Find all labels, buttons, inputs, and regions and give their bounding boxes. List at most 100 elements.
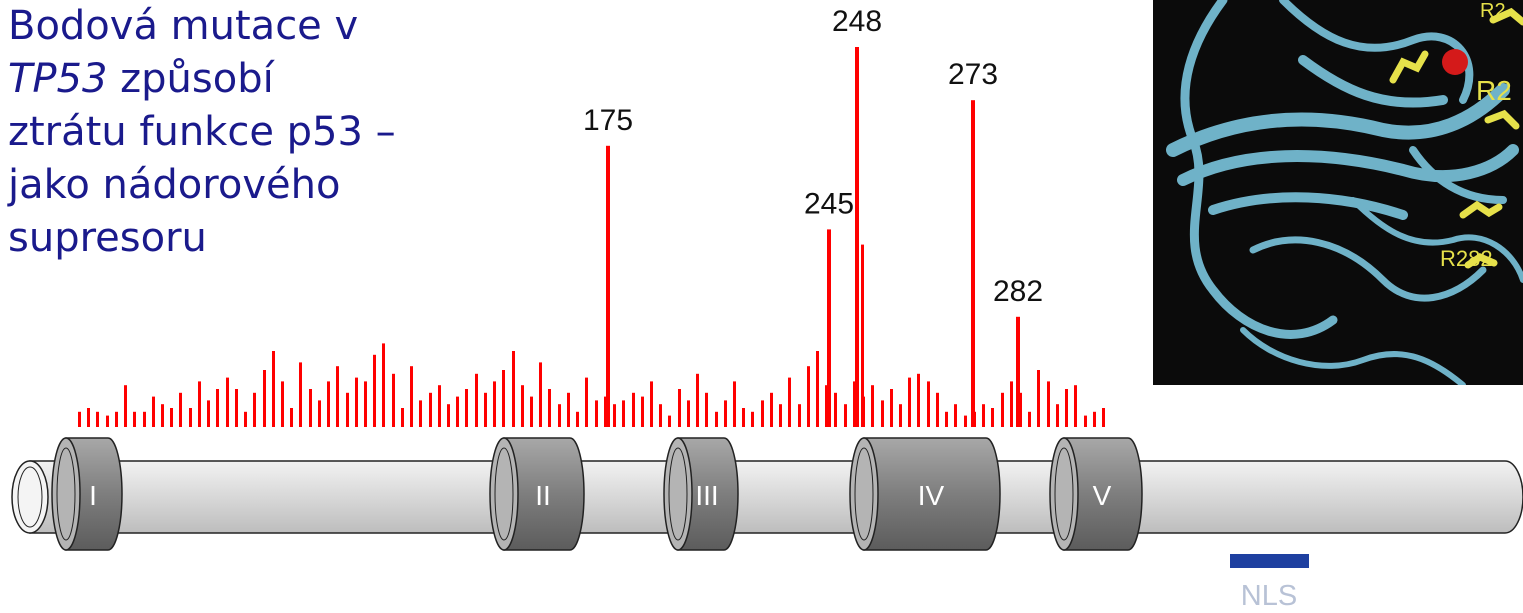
mutation-bar (456, 396, 459, 427)
title-line-5: supresoru (8, 215, 207, 261)
mutation-bar (290, 408, 293, 427)
domain-face-inner (494, 447, 514, 541)
mutation-bar (558, 404, 561, 427)
mutation-bar (355, 377, 358, 427)
mutation-bar (844, 404, 847, 427)
mutation-bar (881, 400, 884, 427)
mutation-bar (853, 381, 856, 427)
protein-structure-image: R2 R2 R282 (1153, 0, 1523, 385)
mutation-bar (1019, 392, 1022, 427)
mutation-bar (788, 377, 791, 427)
nls-bar (1230, 554, 1309, 568)
mutation-bar (585, 377, 588, 427)
mutation-bar (1047, 381, 1050, 427)
protein-tube (11, 460, 1523, 534)
zinc-atom (1442, 49, 1468, 75)
mutation-bar (502, 370, 505, 427)
mutation-bar (96, 411, 99, 427)
mutation-bar (512, 351, 515, 427)
mutation-bar (235, 389, 238, 427)
domain-face (51, 437, 81, 551)
mutation-bar (890, 389, 893, 427)
mutation-bar (346, 392, 349, 427)
title-line-2-rest: způsobí (107, 56, 274, 102)
conserved-domains: I II III IV V (51, 437, 1143, 551)
mutation-bar (263, 370, 266, 427)
mutation-bar (1084, 415, 1087, 427)
mutation-bar (1093, 411, 1096, 427)
mutation-bar (742, 408, 745, 427)
mutation-bar (447, 404, 450, 427)
domain-face (663, 437, 693, 551)
domain-label-V: V (1093, 480, 1112, 511)
mutation-bar (936, 392, 939, 427)
mutation-bar (954, 404, 957, 427)
title-line-1: Bodová mutace v (8, 3, 359, 49)
mutation-bar (705, 392, 708, 427)
mutation-bar (595, 400, 598, 427)
mutation-bar (309, 389, 312, 427)
mutation-bar (179, 392, 182, 427)
mutation-bar (807, 366, 810, 427)
mutation-bar (715, 411, 718, 427)
mutation-bar (539, 362, 542, 427)
mutation-bar (779, 404, 782, 427)
domain-label-IV: IV (918, 480, 945, 511)
mutation-bar (143, 411, 146, 427)
mutation-bar (272, 351, 275, 427)
hotspot-bar-273 (971, 100, 975, 427)
nls-label: NLS (1241, 580, 1297, 612)
mutation-bar (299, 362, 302, 427)
mutation-bar (198, 381, 201, 427)
domain-IV (863, 437, 1001, 551)
mutation-bar (678, 389, 681, 427)
mutation-bar (751, 411, 754, 427)
mutation-bar (668, 415, 671, 427)
mutation-bar (87, 408, 90, 427)
hotspot-bar-175 (606, 145, 610, 428)
mutation-bar (78, 411, 81, 427)
hotspot-bar-282 (1016, 316, 1020, 427)
tube-end-inner (17, 466, 43, 528)
mutation-bar (927, 381, 930, 427)
mutation-bar (917, 373, 920, 427)
mutation-bars (78, 47, 1105, 428)
title-line-4: jako nádorového (8, 162, 341, 208)
mutation-bar (336, 366, 339, 427)
mutation-bar (124, 385, 127, 427)
mutation-bar (622, 400, 625, 427)
mutation-bar (816, 351, 819, 427)
tube-body (29, 460, 1523, 534)
hotspot-label-273: 273 (948, 58, 998, 91)
residue-label-1: R2 (1480, 0, 1506, 22)
mutation-bar (493, 381, 496, 427)
domain-face-inner (668, 447, 688, 541)
domain-label-I: I (89, 480, 97, 511)
mutation-bar (484, 392, 487, 427)
domain-V (1063, 437, 1143, 551)
domain-I (65, 437, 123, 551)
title-line-2: TP53 způsobí (8, 53, 478, 106)
mutation-bar (964, 415, 967, 427)
domain-face (849, 437, 879, 551)
mutation-bar (401, 408, 404, 427)
mutation-bar (216, 389, 219, 427)
mutation-bar (170, 408, 173, 427)
mutation-bar (106, 415, 109, 427)
mutation-bar (226, 377, 229, 427)
domain-label-III: III (695, 480, 718, 511)
mutation-bar (632, 392, 635, 427)
mutation-bar (798, 404, 801, 427)
hotspot-label-282: 282 (993, 275, 1043, 308)
mutation-bar (189, 408, 192, 427)
mutation-bar (521, 385, 524, 427)
title-line-3: ztrátu funkce p53 – (8, 109, 396, 155)
mutation-bar (733, 381, 736, 427)
slide-title: Bodová mutace v TP53 způsobí ztrátu funk… (8, 0, 478, 265)
mutation-bar (281, 381, 284, 427)
mutation-bar (991, 408, 994, 427)
mutation-bar (410, 366, 413, 427)
mutation-bar (465, 389, 468, 427)
domain-face-inner (854, 447, 874, 541)
mutation-bar (576, 411, 579, 427)
